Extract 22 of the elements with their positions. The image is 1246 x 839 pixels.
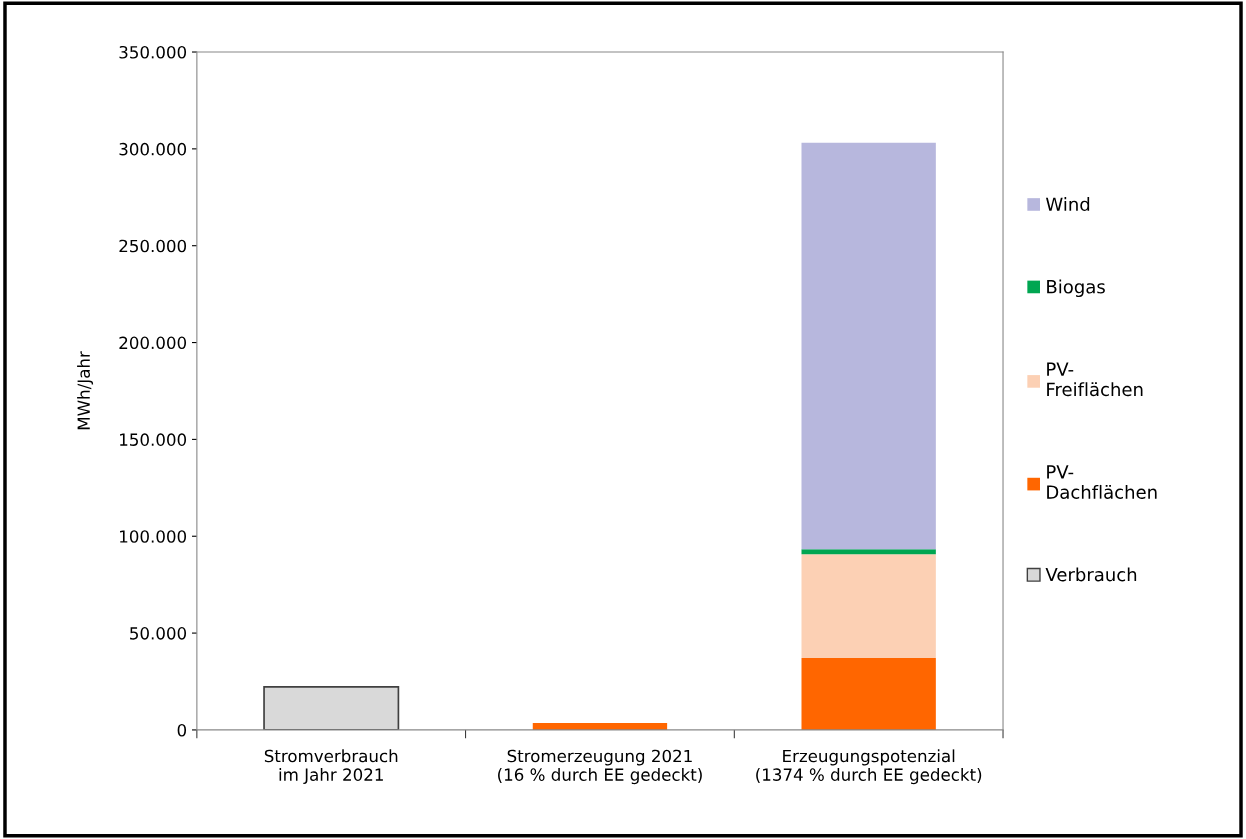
y-tick-label: 150.000 bbox=[120, 433, 187, 446]
bar bbox=[801, 142, 936, 550]
bar bbox=[801, 658, 936, 730]
y-tick-label: 0 bbox=[177, 723, 187, 737]
y-tick-label: 50.000 bbox=[130, 627, 187, 640]
legend-label: PV- Dachflächen bbox=[1047, 465, 1157, 499]
legend-label: PV- Freiflächen bbox=[1047, 362, 1143, 397]
y-tick-label: 100.000 bbox=[120, 530, 187, 543]
legend-label: Verbrauch bbox=[1045, 567, 1137, 582]
y-tick-label: 350.000 bbox=[119, 45, 187, 59]
bar bbox=[801, 554, 936, 659]
x-tick-label: Stromerzeugung 2021 (16 % durch EE gedeckt) bbox=[498, 749, 702, 785]
bar bbox=[263, 686, 400, 730]
x-tick-label: Erzeugungspotenzial (1374 % durch EE gedeckt) bbox=[756, 749, 982, 785]
y-axis-title: MWh/Jahr bbox=[77, 351, 94, 430]
y-tick-label: 200.000 bbox=[119, 336, 187, 350]
legend-label: Biogas bbox=[1047, 279, 1105, 298]
bar bbox=[801, 549, 936, 555]
x-tick-label: Stromverbrauch im Jahr 2021 bbox=[264, 749, 398, 785]
y-tick-label: 250.000 bbox=[119, 239, 187, 253]
legend-label: Wind bbox=[1046, 197, 1090, 212]
y-tick-label: 300.000 bbox=[119, 142, 187, 156]
